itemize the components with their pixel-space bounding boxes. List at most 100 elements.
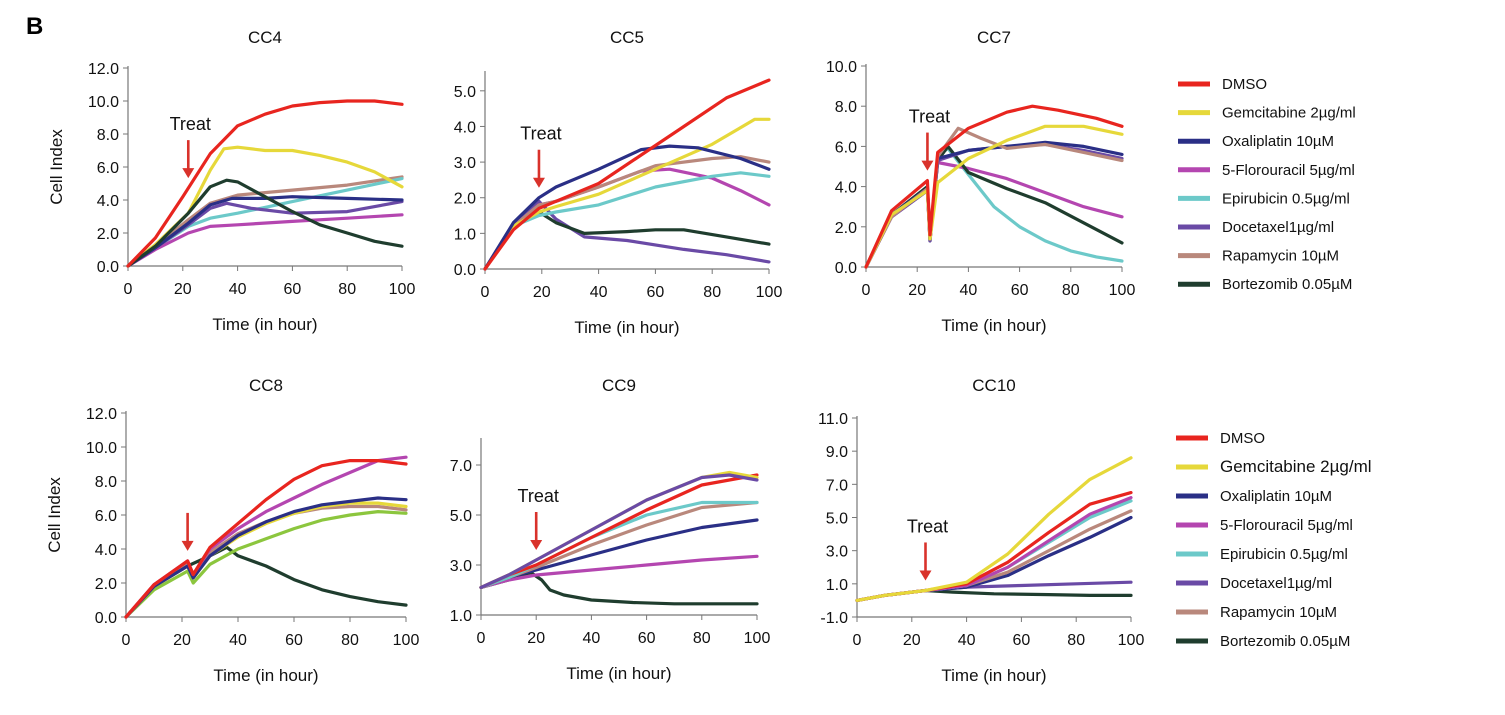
legend-label: DMSO — [1220, 430, 1265, 447]
x-tick-label: 60 — [638, 630, 656, 647]
y-tick-label: 8.0 — [97, 127, 119, 144]
legend-label: Rapamycin 10µM — [1220, 604, 1337, 621]
y-axis-label: Cell Index — [45, 477, 64, 553]
y-tick-label: 0.0 — [835, 260, 857, 277]
y-axis-label: Cell Index — [47, 129, 66, 205]
y-tick-label: 7.0 — [826, 477, 848, 494]
series-line-oxaliplatin — [124, 496, 408, 619]
treat-arrow-head — [919, 570, 932, 581]
x-tick-label: 60 — [1011, 282, 1029, 299]
legend-bottom: DMSO Gemcitabine 2µg/ml Oxaliplatin 10µM 5-… — [1176, 430, 1372, 650]
x-tick-label: 20 — [174, 281, 192, 298]
x-tick-label: 60 — [1013, 632, 1031, 649]
x-tick-label: 40 — [229, 632, 247, 649]
x-axis-label: Time (in hour) — [574, 318, 679, 337]
chart-panel-cc4: CC4 0.0 2.0 4.0 6.0 8.0 10.0 12.0 0 20 40 60 80 100 Ti… — [47, 28, 415, 334]
treat-label: Treat — [170, 114, 211, 134]
chart-panel-cc10: CC10 -1.0 1.0 3.0 5.0 7.0 9.0 11.0 0 20 40 60 80 100 T… — [818, 376, 1144, 685]
chart-title: CC7 — [977, 28, 1011, 47]
panel-letter: B — [26, 13, 43, 40]
legend-label: Bortezomib 0.05µM — [1222, 276, 1352, 293]
x-tick-label: 80 — [1062, 282, 1080, 299]
legend-label: Rapamycin 10µM — [1222, 248, 1339, 265]
series-line-docetaxel — [483, 199, 771, 271]
chart-title: CC4 — [248, 28, 282, 47]
y-tick-label: 2.0 — [97, 226, 119, 243]
legend-label: Gemcitabine 2µg/ml — [1222, 105, 1356, 122]
y-tick-label: 10.0 — [826, 59, 857, 76]
legend-label: Gemcitabine 2µg/ml — [1220, 457, 1372, 476]
x-tick-label: 60 — [285, 632, 303, 649]
y-tick-label: 5.0 — [450, 508, 472, 525]
x-tick-label: 0 — [477, 630, 486, 647]
y-tick-label: 4.0 — [97, 193, 119, 210]
series-line-oxaliplatin — [483, 144, 771, 271]
x-tick-label: 40 — [960, 282, 978, 299]
y-tick-label: 2.0 — [835, 220, 857, 237]
series-line-gemcitabine — [855, 456, 1133, 603]
y-tick-label: 4.0 — [835, 180, 857, 197]
series-line-5-florouracil — [126, 213, 404, 268]
x-axis-label: Time (in hour) — [941, 316, 1046, 335]
chart-panel-cc5: CC5 0.0 1.0 2.0 3.0 4.0 5.0 0 20 40 60 80 100 Time (i… — [454, 28, 783, 337]
y-tick-label: 10.0 — [88, 94, 119, 111]
y-tick-label: 7.0 — [450, 458, 472, 475]
x-tick-label: 0 — [481, 284, 490, 301]
x-tick-label: 40 — [583, 630, 601, 647]
x-tick-label: 80 — [703, 284, 721, 301]
series-line-dmso — [126, 99, 404, 268]
y-tick-label: 0.0 — [454, 262, 476, 279]
y-tick-label: 8.0 — [95, 474, 117, 491]
x-tick-label: 100 — [389, 281, 416, 298]
x-tick-label: 20 — [533, 284, 551, 301]
series-line-dmso — [124, 459, 408, 619]
x-tick-label: 80 — [341, 632, 359, 649]
x-axis-label: Time (in hour) — [566, 664, 671, 683]
x-tick-label: 0 — [124, 281, 133, 298]
legend-label: Epirubicin 0.5µg/ml — [1220, 546, 1348, 563]
chart-title: CC9 — [602, 376, 636, 395]
x-tick-label: 40 — [958, 632, 976, 649]
x-tick-label: 40 — [590, 284, 608, 301]
chart-panel-cc7: CC7 0.0 2.0 4.0 6.0 8.0 10.0 0 20 40 60 80 100 Time (… — [826, 28, 1136, 335]
treat-arrow-head — [921, 160, 934, 171]
x-tick-label: 20 — [903, 632, 921, 649]
y-tick-label: 6.0 — [95, 508, 117, 525]
series-line-docetaxel — [479, 473, 759, 590]
series-line-dmso — [483, 78, 771, 271]
series-line-rapamycin — [126, 175, 404, 268]
legend-label: DMSO — [1222, 76, 1267, 93]
legend-label: Oxaliplatin 10µM — [1222, 133, 1334, 150]
x-tick-label: 0 — [122, 632, 131, 649]
x-tick-label: 100 — [744, 630, 771, 647]
series-line-epirubicin — [124, 510, 408, 619]
x-tick-label: 20 — [527, 630, 545, 647]
y-tick-label: 0.0 — [97, 259, 119, 276]
y-tick-label: -1.0 — [820, 610, 848, 627]
treat-arrow-head — [181, 540, 194, 551]
series-line-docetaxel — [855, 580, 1133, 603]
series-line-bortezomib — [855, 588, 1133, 603]
x-tick-label: 80 — [693, 630, 711, 647]
x-axis-label: Time (in hour) — [213, 666, 318, 685]
chart-panel-cc8: CC8 0.0 2.0 4.0 6.0 8.0 10.0 12.0 0 20 40 60 80 100 Ti… — [45, 376, 419, 685]
y-tick-label: 4.0 — [95, 542, 117, 559]
y-tick-label: 6.0 — [97, 160, 119, 177]
x-tick-label: 80 — [1067, 632, 1085, 649]
x-tick-label: 0 — [853, 632, 862, 649]
y-tick-label: 12.0 — [88, 61, 119, 78]
y-tick-label: 4.0 — [454, 119, 476, 136]
chart-title: CC8 — [249, 376, 283, 395]
series-line-gemcitabine — [864, 124, 1124, 269]
chart-title: CC10 — [972, 376, 1015, 395]
series-line-dmso — [864, 104, 1124, 269]
y-tick-label: 3.0 — [826, 544, 848, 561]
charts-group: CC4 0.0 2.0 4.0 6.0 8.0 10.0 12.0 0 20 40 60 80 100 Ti… — [45, 28, 1144, 685]
treat-label: Treat — [907, 516, 948, 536]
y-tick-label: 9.0 — [826, 444, 848, 461]
x-tick-label: 60 — [284, 281, 302, 298]
legend-label: Oxaliplatin 10µM — [1220, 488, 1332, 505]
x-tick-label: 80 — [338, 281, 356, 298]
legend-top: DMSO Gemcitabine 2µg/ml Oxaliplatin 10µM 5-… — [1178, 76, 1356, 293]
